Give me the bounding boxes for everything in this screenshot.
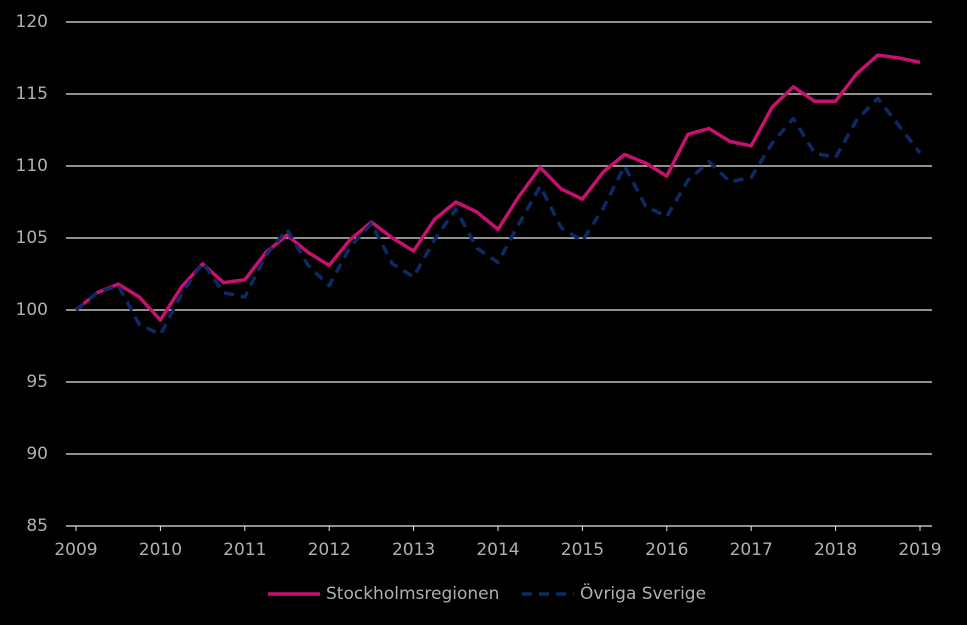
x-tick-label: 2017 [730, 540, 773, 560]
x-tick-label: 2016 [645, 540, 688, 560]
x-tick-label: 2012 [308, 540, 351, 560]
y-tick-label: 100 [16, 300, 48, 320]
series-line [74, 53, 921, 322]
x-tick-label: 2014 [476, 540, 519, 560]
series-line [74, 96, 922, 337]
y-tick-label: 85 [26, 516, 48, 536]
x-tick-label: 2018 [814, 540, 857, 560]
y-tick-label: 105 [16, 228, 48, 248]
legend-label: Stockholmsregionen [326, 584, 499, 604]
y-tick-label: 95 [26, 372, 48, 392]
x-tick-label: 2013 [392, 540, 435, 560]
y-tick-label: 115 [16, 84, 48, 104]
legend-label: Övriga Sverige [580, 582, 706, 604]
y-tick-label: 120 [16, 12, 48, 32]
y-tick-label: 90 [26, 444, 48, 464]
x-tick-label: 2019 [898, 540, 941, 560]
x-tick-label: 2011 [223, 540, 266, 560]
x-tick-label: 2009 [54, 540, 97, 560]
y-tick-label: 110 [16, 156, 48, 176]
x-tick-label: 2015 [561, 540, 604, 560]
x-tick-label: 2010 [139, 540, 182, 560]
